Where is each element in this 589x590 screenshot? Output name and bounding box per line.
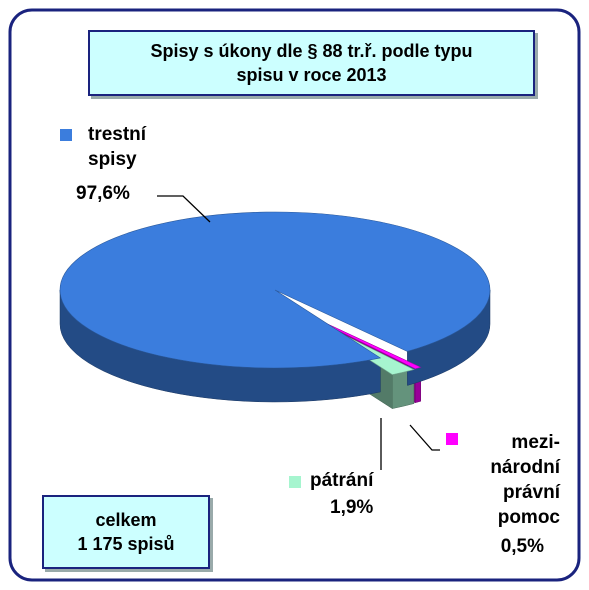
value-label: 97,6% xyxy=(76,183,130,204)
leader-line xyxy=(409,424,440,451)
legend-swatch xyxy=(289,476,301,488)
leader-line xyxy=(157,195,211,223)
slice xyxy=(59,211,491,369)
value-label: 0,5% xyxy=(500,536,544,557)
pie xyxy=(59,211,491,410)
annotation: celkem 1 175 spisů xyxy=(42,495,210,569)
category-label: pátrání xyxy=(310,470,374,491)
chart-title: Spisy s úkony dle § 88 tr.ř. podle typu … xyxy=(88,30,535,96)
category-label: trestní spisy xyxy=(88,124,147,170)
category-label: mezi- národní právní pomoc xyxy=(490,432,560,528)
legend-swatch xyxy=(60,129,72,141)
value-label: 1,9% xyxy=(330,497,374,518)
legend-swatch xyxy=(446,433,458,445)
